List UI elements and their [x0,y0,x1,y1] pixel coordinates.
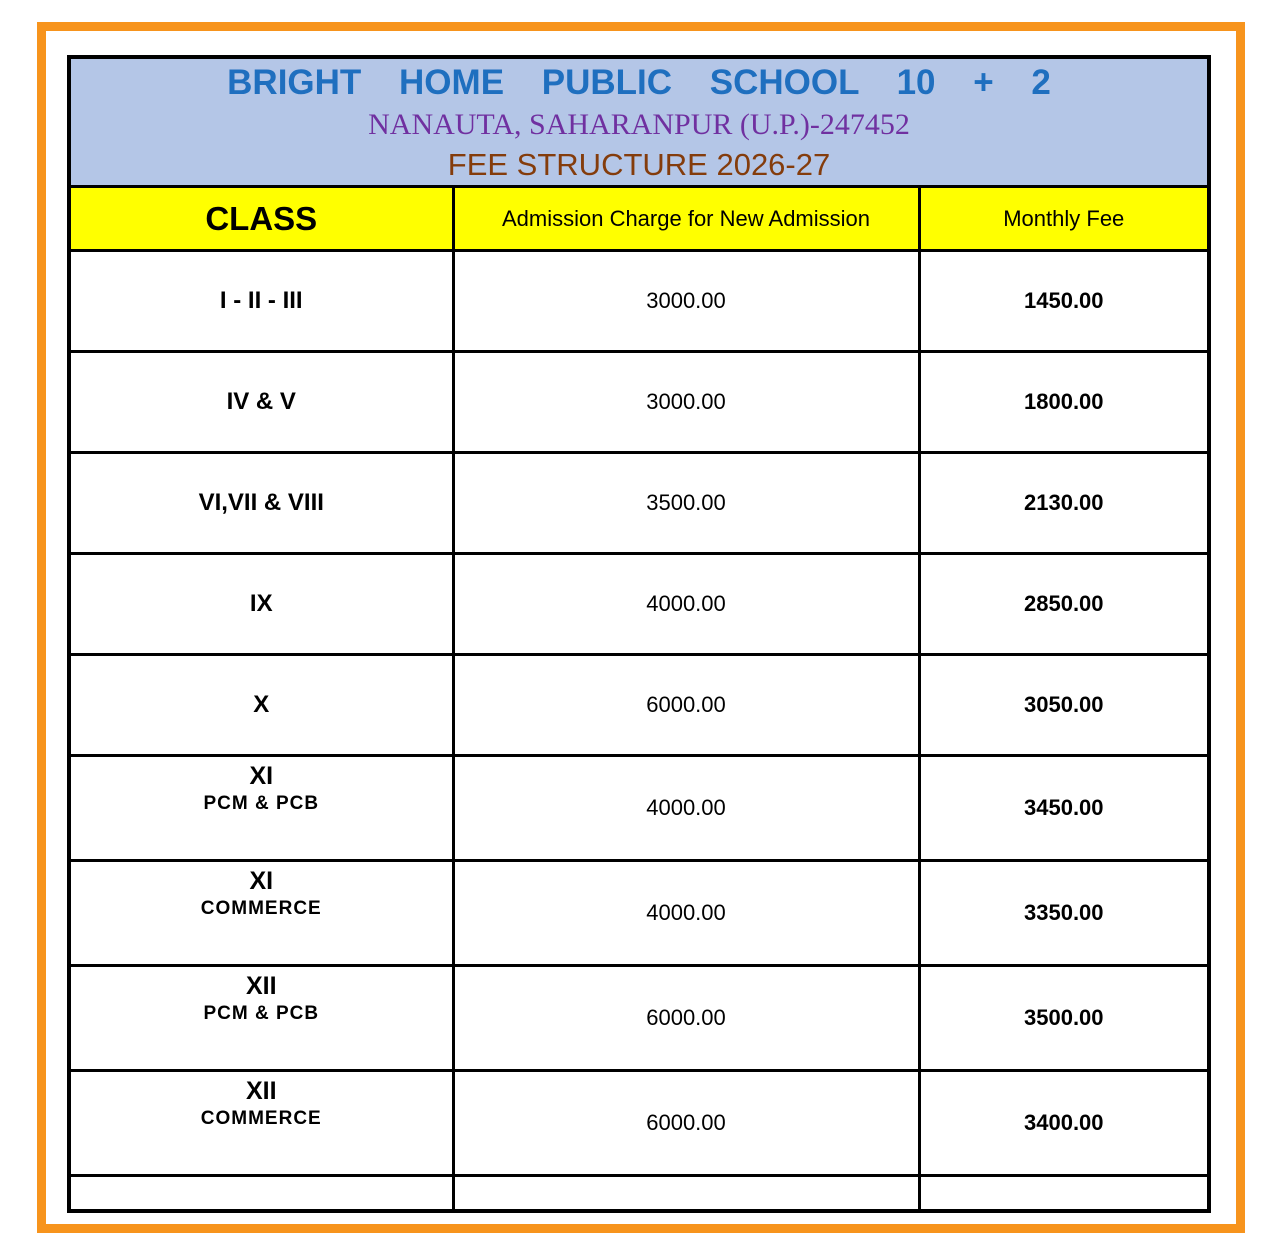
class-name: XII [245,972,277,1000]
class-cell: IX [67,552,455,656]
admission-charge-cell: 3000.00 [451,350,921,454]
class-cell: X [67,653,455,757]
class-name: VI,VII & VIII [198,489,324,516]
table-row: XII PCM & PCB 6000.00 3500.00 [67,964,1211,1072]
class-cell: VI,VII & VIII [67,451,455,555]
admission-charge-cell: 4000.00 [451,754,921,862]
admission-charge-cell: 3500.00 [451,451,921,555]
table-row: XI COMMERCE 4000.00 3350.00 [67,859,1211,967]
fee-table: BRIGHT HOME PUBLIC SCHOOL 10 + 2 NANAUTA… [67,55,1212,1213]
class-cell: IV & V [67,350,455,454]
class-name: X [253,691,270,718]
empty-cell [917,1174,1211,1213]
table-row: I - II - III 3000.00 1450.00 [67,249,1211,353]
class-name: XI [249,867,274,895]
empty-cell [67,1174,455,1213]
table-row: XII COMMERCE 6000.00 3400.00 [67,1069,1211,1177]
class-cell: XI COMMERCE [67,859,455,967]
monthly-fee-cell: 3350.00 [917,859,1211,967]
admission-charge-cell: 4000.00 [451,859,921,967]
column-header-monthly: Monthly Fee [917,185,1211,252]
monthly-fee-cell: 3450.00 [917,754,1211,862]
fee-structure-title: FEE STRUCTURE 2026-27 [447,147,831,182]
table-row: IV & V 3000.00 1800.00 [67,350,1211,454]
table-header: BRIGHT HOME PUBLIC SCHOOL 10 + 2 NANAUTA… [67,55,1211,188]
orange-page-border [37,22,1245,1233]
column-header-row: CLASS Admission Charge for New Admission… [67,185,1211,252]
class-name: I - II - III [219,287,303,314]
monthly-fee-cell: 1800.00 [917,350,1211,454]
monthly-fee-cell: 2850.00 [917,552,1211,656]
empty-cell [451,1174,921,1213]
admission-charge-cell: 6000.00 [451,1069,921,1177]
admission-charge-cell: 4000.00 [451,552,921,656]
table-row: X 6000.00 3050.00 [67,653,1211,757]
admission-charge-cell: 6000.00 [451,653,921,757]
class-name: XII [245,1077,277,1105]
class-stream: PCM & PCB [203,1003,320,1024]
class-cell: I - II - III [67,249,455,353]
class-name: IX [249,590,273,617]
column-header-class: CLASS [67,185,455,252]
empty-row [67,1174,1211,1213]
class-cell: XII PCM & PCB [67,964,455,1072]
table-row: VI,VII & VIII 3500.00 2130.00 [67,451,1211,555]
monthly-fee-cell: 3050.00 [917,653,1211,757]
table-row: XI PCM & PCB 4000.00 3450.00 [67,754,1211,862]
class-name: XI [249,762,274,790]
class-name: IV & V [226,388,296,415]
school-name: BRIGHT HOME PUBLIC SCHOOL 10 + 2 [227,63,1051,102]
monthly-fee-cell: 1450.00 [917,249,1211,353]
class-cell: XII COMMERCE [67,1069,455,1177]
school-address: NANAUTA, SAHARANPUR (U.P.)-247452 [368,108,910,141]
class-cell: XI PCM & PCB [67,754,455,862]
class-stream: PCM & PCB [203,793,320,814]
monthly-fee-cell: 3500.00 [917,964,1211,1072]
admission-charge-cell: 6000.00 [451,964,921,1072]
column-header-admission: Admission Charge for New Admission [451,185,921,252]
monthly-fee-cell: 3400.00 [917,1069,1211,1177]
monthly-fee-cell: 2130.00 [917,451,1211,555]
admission-charge-cell: 3000.00 [451,249,921,353]
class-stream: COMMERCE [200,1108,322,1129]
table-row: IX 4000.00 2850.00 [67,552,1211,656]
class-stream: COMMERCE [200,898,322,919]
